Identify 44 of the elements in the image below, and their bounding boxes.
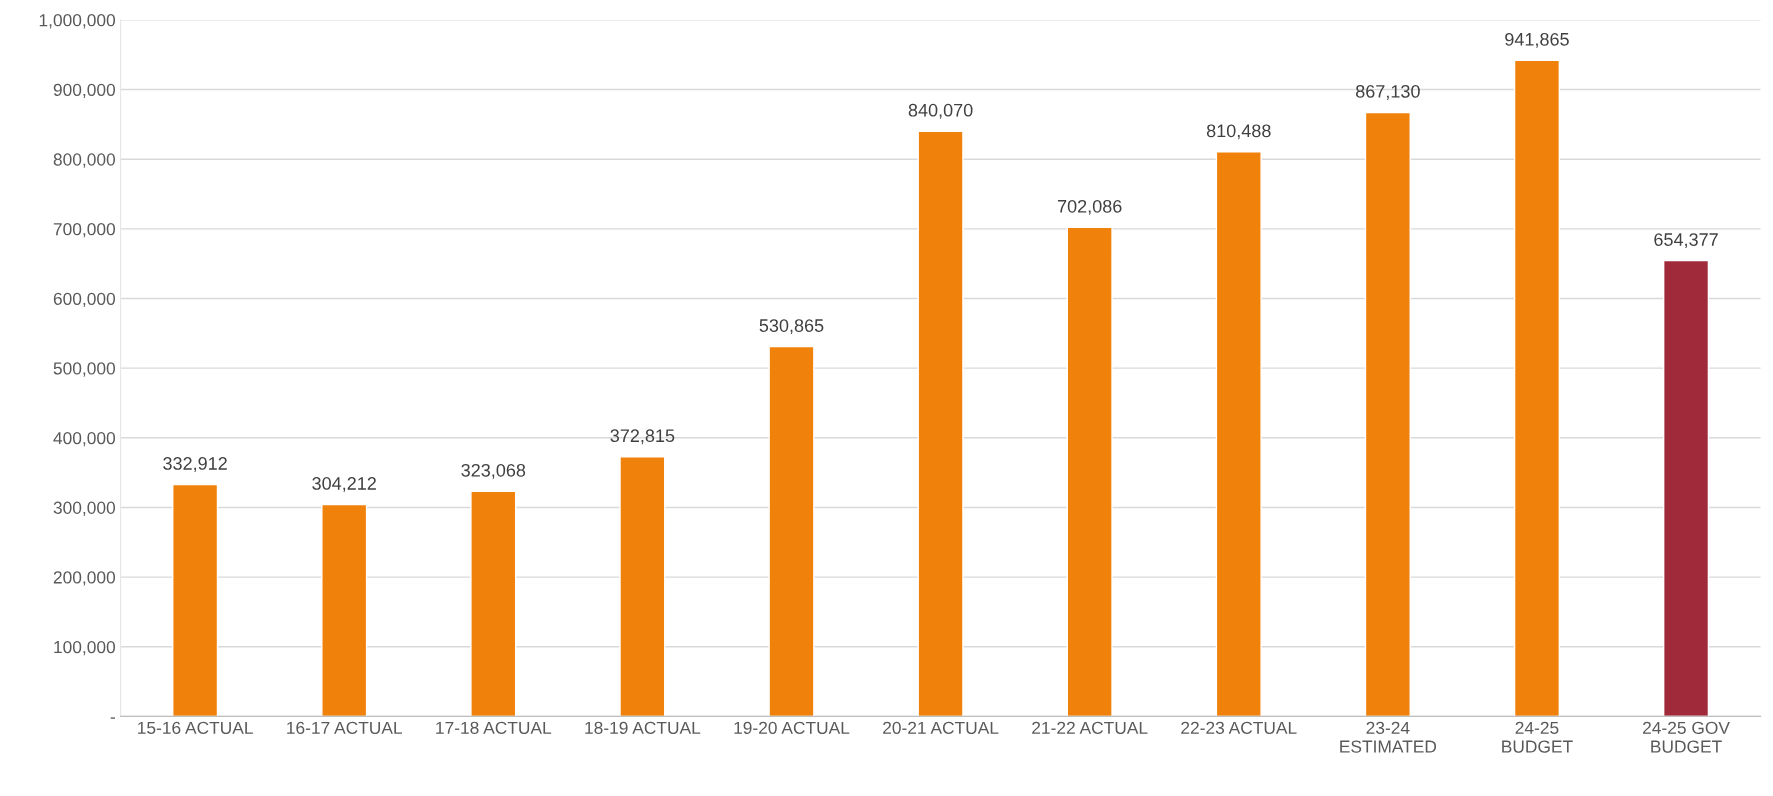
x-tick-label: 23-24 ESTIMATED [1340, 721, 1437, 753]
bar [1662, 259, 1710, 717]
data-label: 332,912 [163, 457, 227, 472]
y-tick-label: 1,000,000 [39, 14, 116, 29]
data-label: 810,488 [1206, 124, 1271, 140]
data-label: 702,086 [1057, 199, 1122, 215]
data-label: 867,130 [1356, 84, 1420, 100]
data-label: 530,865 [759, 319, 824, 335]
bar [768, 345, 815, 717]
y-tick-label: - [110, 717, 115, 719]
bar [619, 456, 666, 717]
bar [321, 503, 368, 717]
data-label: 372,815 [610, 429, 675, 445]
y-tick-label: 600,000 [53, 292, 116, 308]
x-tick-label: 17-18 ACTUAL [436, 721, 552, 735]
bar [917, 130, 964, 717]
data-label: 304,212 [312, 477, 376, 492]
data-label: 654,377 [1654, 233, 1718, 249]
data-label: 941,865 [1505, 32, 1569, 48]
x-tick-label: 21-22 ACTUAL [1032, 721, 1148, 735]
y-tick-label: 700,000 [53, 223, 116, 238]
x-tick-label: 22-23 ACTUAL [1181, 721, 1297, 735]
y-tick-label: 200,000 [53, 571, 116, 586]
x-tick-label: 24-25 BUDGET [1502, 721, 1573, 753]
bar [1215, 151, 1262, 717]
bar [1513, 59, 1561, 717]
bar [1066, 226, 1113, 717]
y-tick-label: 900,000 [53, 83, 116, 99]
x-tick-label: 16-17 ACTUAL [287, 721, 403, 735]
x-tick-label: 19-20 ACTUAL [734, 721, 850, 735]
bar [470, 490, 517, 717]
x-tick-label: 20-21 ACTUAL [883, 721, 999, 735]
y-tick-label: 300,000 [53, 501, 116, 516]
data-label: 323,068 [461, 463, 526, 479]
y-tick-label: 500,000 [53, 362, 116, 377]
y-tick-label: 100,000 [54, 640, 116, 656]
y-tick-label: 800,000 [53, 153, 116, 168]
bar [1364, 111, 1411, 717]
x-tick-label: 18-19 ACTUAL [585, 721, 701, 735]
data-label: 840,070 [908, 103, 973, 119]
bar [172, 483, 219, 717]
y-tick-label: 400,000 [53, 431, 116, 447]
x-tick-label: 24-25 GOV BUDGET [1643, 721, 1730, 753]
x-tick-label: 15-16 ACTUAL [138, 721, 253, 735]
